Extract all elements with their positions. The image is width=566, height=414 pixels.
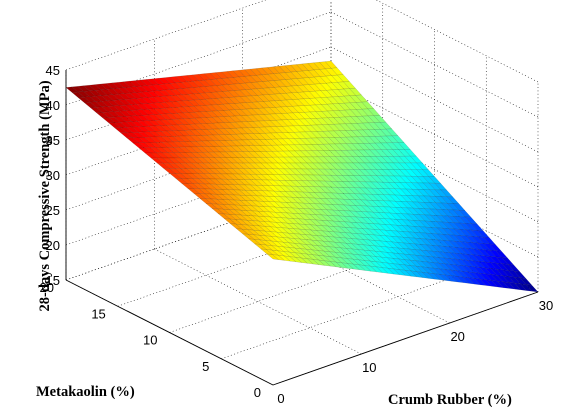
surface-patch bbox=[525, 284, 539, 293]
x-tick-label: 0 bbox=[277, 391, 284, 406]
surface bbox=[65, 60, 539, 293]
side-wall-grid-line bbox=[330, 11, 539, 118]
x-axis-line bbox=[272, 291, 539, 386]
x-axis-label: Crumb Rubber (%) bbox=[388, 392, 512, 408]
z-tick-label: 35 bbox=[46, 133, 60, 148]
z-tick-label: 40 bbox=[46, 98, 60, 113]
y-tick-label: 20 bbox=[40, 280, 54, 295]
y-tick-label: 10 bbox=[143, 333, 157, 348]
z-tick-label: 15 bbox=[46, 273, 60, 288]
y-axis-line bbox=[65, 279, 274, 386]
side-wall-grid-line bbox=[375, 0, 539, 83]
back-wall-grid-line bbox=[65, 0, 267, 71]
side-wall-grid-line bbox=[330, 116, 539, 223]
side-wall-grid-line bbox=[330, 81, 539, 188]
y-tick-label: 0 bbox=[254, 385, 261, 400]
z-tick-label: 20 bbox=[46, 238, 60, 253]
z-tick-label: 30 bbox=[46, 168, 60, 183]
x-tick-label: 20 bbox=[450, 329, 464, 344]
z-tick-label: 25 bbox=[46, 203, 60, 218]
floor-grid-line bbox=[154, 248, 362, 355]
x-tick-label: 10 bbox=[362, 360, 376, 375]
y-tick-label: 15 bbox=[91, 306, 105, 321]
side-wall-grid-line bbox=[330, 46, 539, 153]
axes-frame bbox=[65, 70, 539, 386]
z-tick-label: 45 bbox=[46, 63, 60, 78]
y-tick-label: 5 bbox=[202, 359, 209, 374]
y-axis-label: Metakaolin (%) bbox=[36, 384, 135, 400]
x-tick-label: 30 bbox=[539, 298, 553, 313]
z-axis-label: 28-days Compressive Strength (MPa) bbox=[37, 80, 53, 311]
